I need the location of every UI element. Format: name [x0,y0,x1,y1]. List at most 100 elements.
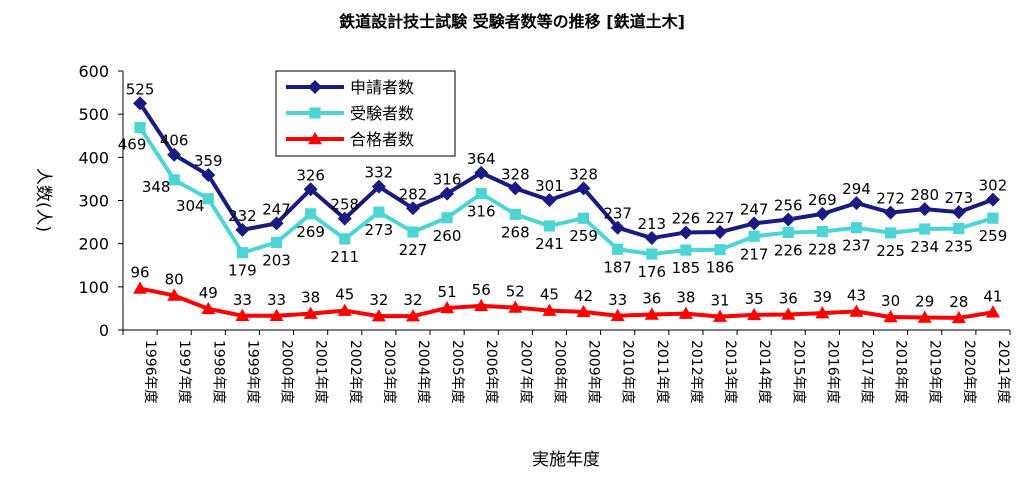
data-label: 28 [949,293,968,311]
data-point [953,222,965,235]
data-label: 80 [165,270,184,288]
data-point [917,202,932,217]
data-point [849,196,864,211]
data-point [815,206,830,221]
data-point [644,307,659,320]
data-point [747,216,762,231]
data-point [576,304,591,318]
data-point [167,147,182,162]
data-label: 269 [296,223,325,241]
data-point [782,226,794,239]
x-tick-label: 2009年度 [586,340,602,404]
data-label: 241 [535,235,564,253]
data-label: 33 [233,291,252,309]
data-point [269,308,284,322]
data-label: 35 [745,290,764,308]
y-tick-label: 100 [78,278,109,297]
data-point [987,212,999,224]
data-label: 237 [603,205,632,223]
data-point [508,181,523,196]
series-2 [134,121,999,260]
data-point [167,288,182,301]
data-label: 203 [262,251,291,269]
data-point [201,301,216,315]
data-label: 469 [118,136,147,154]
data-point [339,233,351,245]
data-point [405,201,420,216]
x-tick-label: 2001年度 [313,340,329,404]
data-label: 304 [176,197,205,215]
data-point [235,308,250,322]
data-point [168,174,180,186]
data-label: 227 [706,209,735,227]
data-label: 302 [979,177,1008,195]
data-label: 39 [813,288,832,306]
data-label: 316 [467,203,496,221]
x-tick-label: 2016年度 [824,340,840,404]
data-label: 217 [740,245,769,263]
data-point [816,225,828,238]
data-label: 31 [710,292,729,310]
x-tick-label: 2007年度 [517,340,533,404]
data-point [951,205,966,220]
legend-label: 合格者数 [350,130,414,149]
data-label: 406 [160,132,189,150]
y-tick-label: 600 [78,62,109,81]
data-label: 259 [979,227,1008,245]
data-point [644,231,659,246]
data-point [474,298,489,312]
data-label: 226 [672,209,701,227]
x-axis-label: 実施年度 [532,450,600,470]
chart-title: 鉄道設計技士試験 受験者数等の推移 [鉄道土木] [339,12,685,31]
x-tick-label: 2019年度 [927,340,943,404]
x-tick-label: 2003年度 [381,340,397,404]
x-tick-label: 1997年度 [176,340,192,404]
x-tick-label: 2014年度 [756,340,772,404]
data-point [407,226,419,238]
data-point [850,222,863,234]
data-label: 301 [535,177,564,195]
data-label: 36 [779,289,798,307]
data-label: 52 [506,283,525,301]
data-label: 280 [910,186,939,204]
y-tick-label: 300 [78,192,109,211]
x-tick-label: 2018年度 [893,340,909,404]
data-point [815,306,830,319]
data-label: 36 [642,289,661,307]
x-tick-label: 2015年度 [790,340,806,404]
data-point [133,96,148,111]
data-point [305,208,317,220]
data-label: 272 [876,190,905,208]
x-tick-label: 2011年度 [654,340,670,404]
data-point [919,223,931,235]
data-point [508,300,523,313]
data-point [576,181,591,196]
data-label: 316 [433,171,462,189]
data-label: 45 [335,286,354,304]
legend-label: 受験者数 [350,104,414,123]
data-point [781,307,796,320]
data-label: 225 [876,242,905,260]
data-label: 256 [774,196,803,214]
data-label: 259 [569,227,598,245]
x-tick-label: 2010年度 [620,340,636,404]
data-point [714,244,726,256]
data-point [577,212,590,224]
x-tick-label: 1999年度 [244,340,260,404]
data-label: 96 [131,264,150,282]
data-label: 49 [199,284,218,302]
data-label: 364 [467,150,496,168]
data-label: 45 [540,286,559,304]
data-point [951,310,966,324]
data-point [308,80,322,94]
x-tick-label: 2017年度 [858,340,874,404]
series-line [138,102,994,241]
data-label: 234 [910,238,939,256]
data-label: 247 [740,200,769,218]
data-point [303,182,318,197]
data-point [202,193,214,205]
data-label: 348 [142,178,171,196]
data-label: 328 [569,165,598,183]
